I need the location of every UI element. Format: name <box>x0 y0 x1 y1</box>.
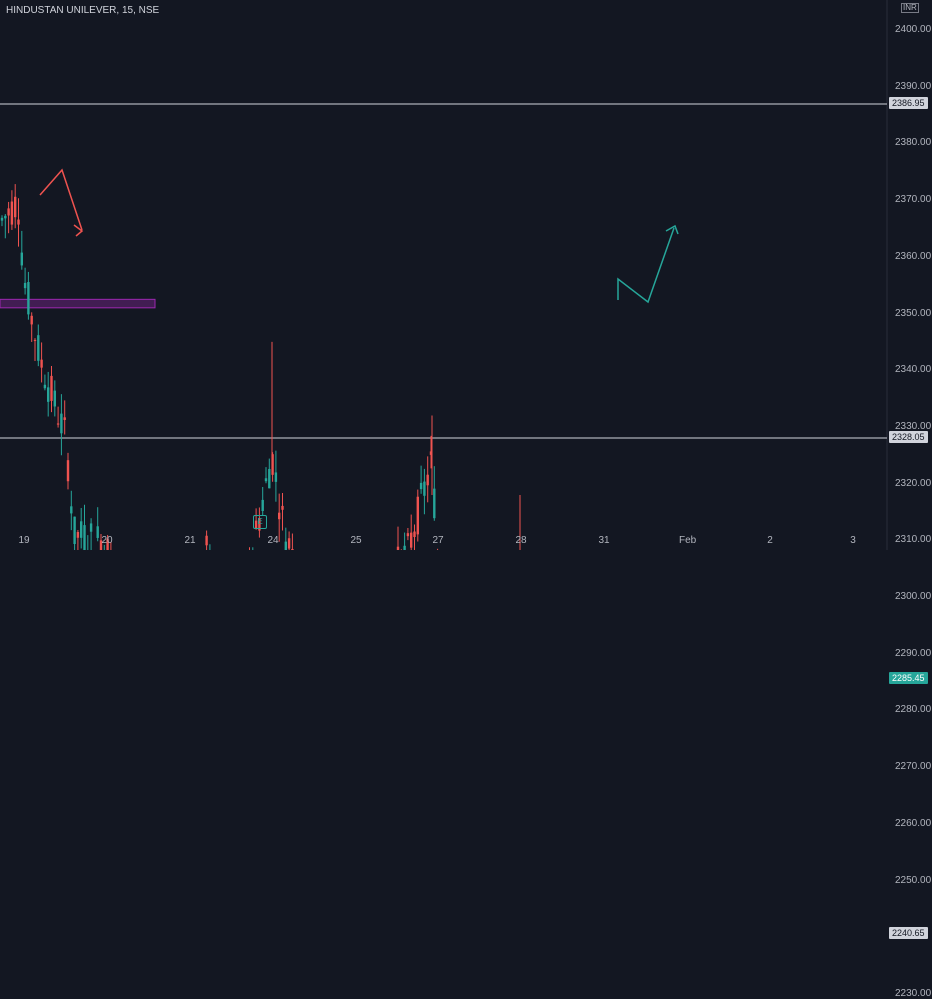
supply-zone-box <box>0 298 156 309</box>
candle-body <box>70 506 73 514</box>
time-axis-label: 21 <box>184 535 196 546</box>
candle-body <box>73 516 76 545</box>
candle-body <box>264 478 268 482</box>
candle-body <box>63 417 66 420</box>
price-axis-label: 2280.00 <box>895 704 932 716</box>
price-chart[interactable] <box>0 0 932 550</box>
time-axis-label: 25 <box>350 535 362 546</box>
price-axis-label: 2370.00 <box>895 194 932 206</box>
candle-body <box>281 505 284 510</box>
price-axis-label: 2310.00 <box>895 534 932 546</box>
candle-body <box>53 390 56 407</box>
candle-body <box>261 499 264 512</box>
time-axis-label: 20 <box>101 535 113 546</box>
candle-body <box>406 533 410 537</box>
price-axis-label: 2330.00 <box>895 420 932 432</box>
candle-body <box>278 512 281 520</box>
candle-body <box>50 375 53 401</box>
candle-body <box>274 472 278 482</box>
candle-body <box>291 548 294 550</box>
candle-body <box>284 541 287 550</box>
time-axis-label: 2 <box>767 535 773 546</box>
time-axis-label: 19 <box>18 535 30 546</box>
price-axis-label: 2320.00 <box>895 477 932 489</box>
candle-body <box>433 488 436 519</box>
candle-body <box>426 474 429 486</box>
candle-body <box>99 540 103 550</box>
candle-body <box>419 482 423 490</box>
time-axis-label: 28 <box>515 535 527 546</box>
candle-body <box>268 468 271 489</box>
candle-body <box>287 538 291 549</box>
level-price-tag: 2386.95 <box>889 96 928 109</box>
candle-body <box>37 335 40 361</box>
time-axis-label: Feb <box>679 535 697 546</box>
earnings-event-icon[interactable]: E <box>253 515 267 529</box>
time-axis-label: 31 <box>598 535 610 546</box>
uptrend-arrow <box>617 227 675 304</box>
time-axis-label: 3 <box>850 535 856 546</box>
candle-body <box>258 518 261 531</box>
candle-body <box>96 526 99 538</box>
price-axis-label: 2230.00 <box>895 987 932 999</box>
candle-body <box>0 217 4 221</box>
downtrend-arrow <box>39 168 83 231</box>
candle-body <box>4 215 7 219</box>
currency-badge: INR <box>901 3 919 13</box>
candle-body <box>43 384 47 389</box>
candle-body <box>20 252 23 266</box>
candle-body <box>47 387 50 402</box>
price-axis-label: 2380.00 <box>895 137 932 149</box>
candle-body <box>14 196 17 218</box>
symbol-title: HINDUSTAN UNILEVER, 15, NSE <box>6 5 160 16</box>
candle-body <box>254 520 258 529</box>
price-axis-label: 2270.00 <box>895 761 932 773</box>
candle-body <box>40 359 43 368</box>
level-price-tag: 2240.65 <box>889 926 928 939</box>
candle-body <box>83 525 86 550</box>
candle-body <box>76 532 80 538</box>
uptrend-arrow-head <box>665 224 679 235</box>
candle-body <box>106 538 109 550</box>
price-axis-label: 2390.00 <box>895 80 932 92</box>
price-axis-label: 2400.00 <box>895 24 932 35</box>
candle-body <box>413 531 416 538</box>
price-axis-label: 2350.00 <box>895 307 932 319</box>
candle-body <box>23 282 27 289</box>
price-axis-label: 2290.00 <box>895 647 932 659</box>
candle-body <box>27 282 30 315</box>
candle-body <box>30 315 33 325</box>
candle-body <box>416 496 419 535</box>
time-axis-label: 27 <box>432 535 444 546</box>
candle-body <box>429 451 433 455</box>
price-axis-label: 2300.00 <box>895 591 932 602</box>
candle-body <box>17 219 20 225</box>
candle-body <box>56 423 60 425</box>
price-axis-label: 2250.00 <box>895 874 932 886</box>
candle-body <box>271 454 274 475</box>
candle-body <box>10 201 14 225</box>
candle-body <box>66 460 70 482</box>
downtrend-arrow-head <box>73 224 84 237</box>
candle-body <box>396 546 400 550</box>
last-price-tag: 2285.45 <box>889 672 928 685</box>
candle-body <box>80 521 83 538</box>
candle-body <box>205 535 208 546</box>
candle-body <box>423 481 426 496</box>
price-axis-label: 2340.00 <box>895 364 932 376</box>
level-price-tag: 2328.05 <box>889 430 928 443</box>
candle-body <box>89 523 93 532</box>
candle-body <box>410 532 413 548</box>
price-axis-label: 2360.00 <box>895 250 932 262</box>
candle-body <box>33 339 37 341</box>
price-axis-label: 2260.00 <box>895 817 932 829</box>
candle-body <box>403 545 406 550</box>
candle-body <box>7 208 10 216</box>
candle-body <box>60 413 63 434</box>
time-axis-label: 24 <box>267 535 279 546</box>
